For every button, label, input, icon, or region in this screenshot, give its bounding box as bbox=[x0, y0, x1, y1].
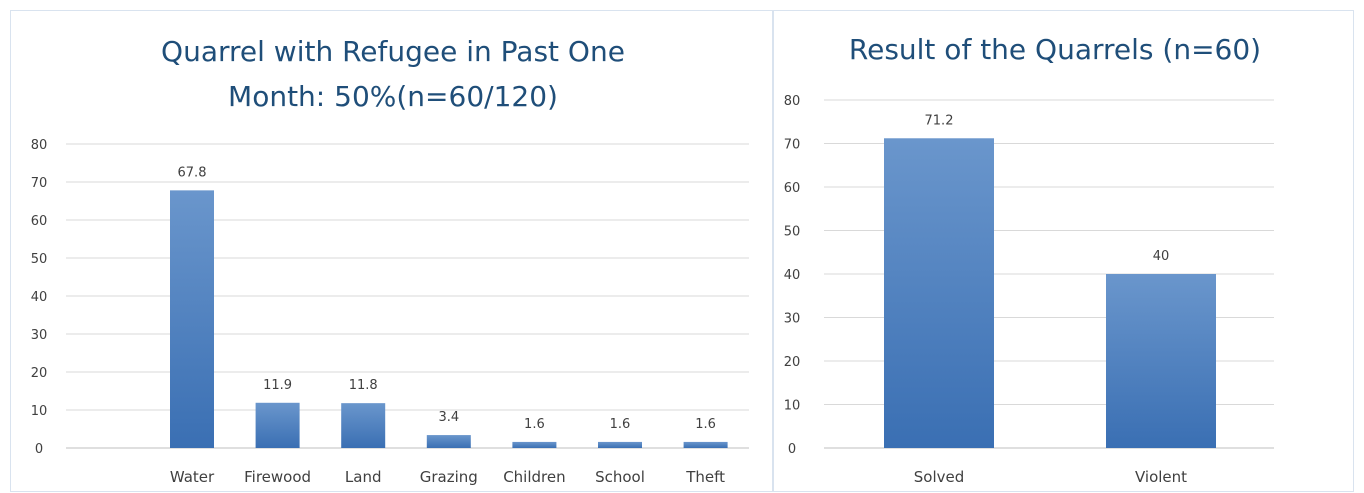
category-label-water: Water bbox=[170, 468, 215, 486]
bar-theft bbox=[683, 441, 728, 448]
chart-panel-quarrel-causes: Quarrel with Refugee in Past One Month: … bbox=[10, 10, 773, 492]
bar-children bbox=[512, 441, 557, 448]
y-tick-label: 0 bbox=[35, 442, 43, 457]
y-tick-label: 60 bbox=[31, 214, 48, 229]
y-tick-label: 20 bbox=[784, 355, 801, 370]
chart-title: Result of the Quarrels (n=60) bbox=[849, 33, 1261, 66]
bar-solved bbox=[884, 138, 994, 448]
category-label-violent: Violent bbox=[1135, 468, 1187, 486]
data-label-grazing: 3.4 bbox=[438, 410, 459, 425]
chart-title-line-1: Quarrel with Refugee in Past One bbox=[161, 35, 625, 68]
y-tick-label: 70 bbox=[784, 138, 801, 153]
y-tick-label: 0 bbox=[788, 442, 796, 457]
y-tick-label: 20 bbox=[31, 366, 48, 381]
chart-quarrel-results: Result of the Quarrels (n=60) 0 10 20 30 40 5… bbox=[784, 33, 1274, 486]
data-label-solved: 71.2 bbox=[925, 113, 954, 128]
data-label-water: 67.8 bbox=[178, 165, 207, 180]
y-tick-label: 60 bbox=[784, 181, 801, 196]
y-tick-label: 40 bbox=[31, 290, 48, 305]
category-label-theft: Theft bbox=[685, 468, 725, 486]
y-tick-label: 10 bbox=[784, 399, 801, 414]
plot-area: 0 10 20 30 40 50 60 70 80 67.8 Water 11.9 Firewood 11… bbox=[31, 138, 749, 486]
category-label-grazing: Grazing bbox=[420, 468, 478, 486]
y-tick-label: 70 bbox=[31, 176, 48, 191]
chart-quarrel-causes: Quarrel with Refugee in Past One Month: … bbox=[31, 35, 749, 486]
data-label-land: 11.8 bbox=[349, 378, 378, 393]
bar-water bbox=[170, 190, 214, 449]
bar-school bbox=[598, 441, 642, 448]
data-label-violent: 40 bbox=[1153, 249, 1170, 264]
data-label-children: 1.6 bbox=[524, 417, 545, 432]
bar-land bbox=[341, 403, 386, 448]
chart-panel-quarrel-results: Result of the Quarrels (n=60) 0 10 20 30 40 5… bbox=[773, 10, 1354, 492]
data-label-school: 1.6 bbox=[610, 417, 631, 432]
y-tick-label: 50 bbox=[784, 225, 801, 240]
plot-area: 0 10 20 30 40 50 60 70 80 71.2 Solved 40 Violent bbox=[784, 94, 1274, 486]
bar-firewood bbox=[255, 402, 300, 448]
chart-title-line-2: Month: 50%(n=60/120) bbox=[228, 80, 558, 113]
y-tick-label: 40 bbox=[784, 268, 801, 283]
category-label-school: School bbox=[595, 468, 645, 486]
bar-violent bbox=[1106, 274, 1216, 448]
y-tick-label: 30 bbox=[31, 328, 48, 343]
category-label-firewood: Firewood bbox=[244, 468, 311, 486]
category-label-children: Children bbox=[503, 468, 565, 486]
bar-grazing bbox=[426, 435, 471, 448]
category-label-land: Land bbox=[345, 468, 382, 486]
category-label-solved: Solved bbox=[914, 468, 965, 486]
y-tick-label: 10 bbox=[31, 404, 48, 419]
y-tick-label: 80 bbox=[31, 138, 48, 153]
y-tick-label: 30 bbox=[784, 312, 801, 327]
data-label-firewood: 11.9 bbox=[263, 378, 292, 393]
y-tick-label: 50 bbox=[31, 252, 48, 267]
y-tick-label: 80 bbox=[784, 94, 801, 109]
data-label-theft: 1.6 bbox=[695, 417, 716, 432]
